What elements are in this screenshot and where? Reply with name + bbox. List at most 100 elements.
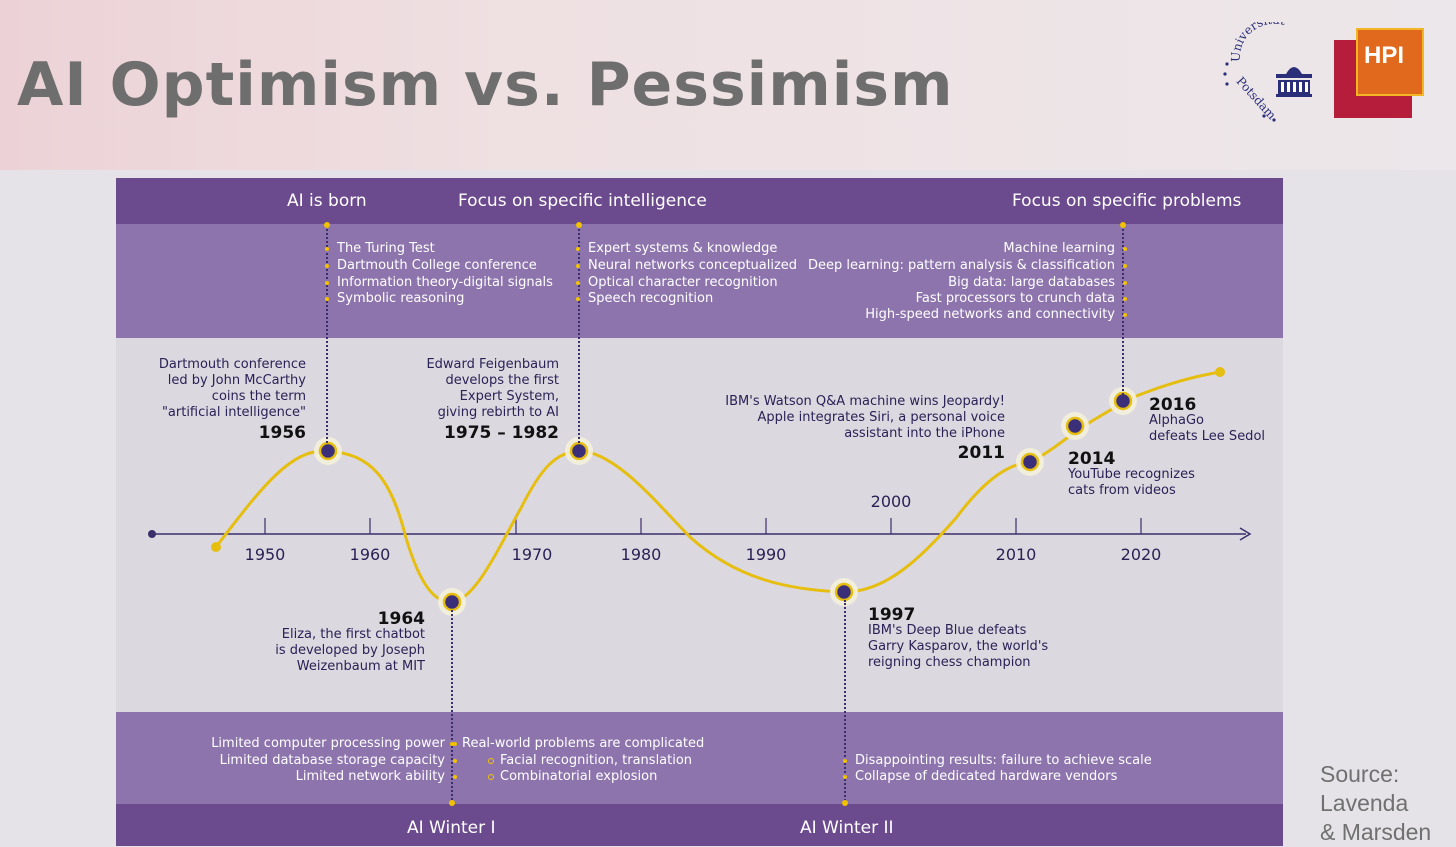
slide-title: AI Optimism vs. Pessimism — [17, 50, 954, 120]
milestone-text: led by John McCarthy — [167, 373, 306, 388]
list-item: The Turing Test — [325, 241, 435, 257]
milestone-text: reigning chess champion — [868, 655, 1031, 670]
list-item: Machine learning — [1003, 241, 1127, 257]
hpi-logo: HPI — [1334, 28, 1426, 120]
milestone-text: cats from videos — [1068, 483, 1176, 498]
list-item: Collapse of dedicated hardware vendors — [843, 769, 1117, 785]
connector-dot — [449, 800, 455, 806]
list-item: Fast processors to crunch data — [916, 291, 1128, 307]
milestone-text: IBM's Deep Blue defeats — [868, 623, 1027, 638]
milestone-1975: Edward Feigenbaum develops the first Exp… — [426, 357, 559, 443]
list-item: Expert systems & knowledge — [576, 241, 777, 257]
list-item: Big data: large databases — [948, 275, 1127, 291]
milestone-text: Edward Feigenbaum — [426, 357, 559, 372]
connector-1964 — [451, 610, 453, 804]
milestone-1964: 1964 Eliza, the first chatbot is develop… — [275, 611, 425, 675]
milestone-text: coins the term — [211, 389, 306, 404]
axis-tick-label: 1970 — [512, 545, 553, 564]
list-item: Deep learning: pattern analysis & classi… — [808, 258, 1127, 274]
milestone-text: YouTube recognizes — [1068, 467, 1195, 482]
milestone-1956: Dartmouth conference led by John McCarth… — [158, 357, 306, 443]
axis-tick-label: 1990 — [746, 545, 787, 564]
milestone-text: Apple integrates Siri, a personal voice — [757, 410, 1005, 425]
milestone-text: "artificial intelligence" — [161, 405, 306, 420]
connector-1956 — [326, 226, 328, 451]
milestone-dot — [318, 441, 338, 461]
list-item: Optical character recognition — [576, 275, 778, 291]
connector-dot — [1120, 222, 1126, 228]
connector-dot — [324, 222, 330, 228]
header-specific-intelligence: Focus on specific intelligence — [458, 191, 707, 211]
list-item: Dartmouth College conference — [325, 258, 537, 274]
curve-end-dot — [1215, 367, 1225, 377]
list-item: Real-world problems are complicated — [450, 736, 704, 752]
axis-start-dot — [148, 530, 156, 538]
axis-tick-label: 2000 — [871, 492, 912, 511]
milestone-dot — [1020, 452, 1040, 472]
milestone-text: assistant into the iPhone — [844, 426, 1005, 441]
milestone-dot — [1065, 416, 1085, 436]
svg-text:Potsdam: Potsdam — [1234, 74, 1280, 122]
list-item: Information theory-digital signals — [325, 275, 553, 291]
list-item: Facial recognition, translation — [488, 753, 692, 769]
list-item: Neural networks conceptualized — [576, 258, 797, 274]
connector-dot — [842, 800, 848, 806]
source-line: Source: — [1320, 761, 1400, 787]
optimism-curve — [214, 370, 1221, 604]
milestone-text: Expert System, — [459, 389, 559, 404]
svg-text:Universität: Universität — [1229, 22, 1287, 62]
list-item: Limited network ability — [296, 769, 458, 785]
connector-1997 — [844, 600, 846, 804]
axis-tick-label: 1980 — [621, 545, 662, 564]
list-item: Disappointing results: failure to achiev… — [843, 753, 1152, 769]
top-title-band — [116, 178, 1283, 224]
milestone-text: defeats Lee Sedol — [1149, 429, 1266, 444]
milestone-year: 1975 – 1982 — [444, 423, 559, 443]
source-citation: Source: Lavenda & Marsden — [1320, 760, 1431, 847]
milestone-text: develops the first — [445, 373, 559, 388]
milestone-2016: 2016 AlphaGo defeats Lee Sedol — [1149, 397, 1265, 445]
source-line: & Marsden — [1320, 819, 1432, 845]
milestone-text: Weizenbaum at MIT — [296, 659, 425, 674]
axis-arrow — [1239, 527, 1252, 541]
milestone-dot — [442, 592, 462, 612]
slide-header: AI Optimism vs. Pessimism Universität Po… — [0, 0, 1456, 170]
milestone-text: Eliza, the first chatbot — [281, 627, 425, 642]
milestone-text: Dartmouth conference — [158, 357, 306, 372]
axis-tick-label: 2020 — [1121, 545, 1162, 564]
list-item: Combinatorial explosion — [488, 769, 657, 785]
milestone-text: AlphaGo — [1149, 413, 1204, 428]
milestone-text: giving rebirth to AI — [437, 405, 559, 420]
header-ai-winter-1: AI Winter I — [407, 818, 496, 838]
header-specific-problems: Focus on specific problems — [1012, 191, 1242, 211]
milestone-year: 2016 — [1149, 395, 1197, 415]
axis-tick-label: 2010 — [996, 545, 1037, 564]
connector-1975 — [578, 226, 580, 451]
list-item: High-speed networks and connectivity — [865, 307, 1127, 323]
header-ai-born: AI is born — [287, 191, 367, 211]
milestone-text: is developed by Joseph — [275, 643, 425, 658]
list-item: Speech recognition — [576, 291, 713, 307]
milestone-2011: IBM's Watson Q&A machine wins Jeopardy! … — [725, 394, 1005, 462]
top-list-band — [116, 224, 1283, 338]
milestone-1997: 1997 IBM's Deep Blue defeats Garry Kaspa… — [868, 607, 1048, 671]
milestone-dot — [834, 582, 854, 602]
timeline-chart: 1950 1960 1970 1980 1990 2000 2010 2020 — [148, 367, 1252, 616]
university-potsdam-logo: Universität Potsdam — [1223, 22, 1312, 123]
header-ai-winter-2: AI Winter II — [800, 818, 894, 838]
connector-dot — [576, 222, 582, 228]
hpi-logo-text: HPI — [1364, 42, 1405, 69]
ai-timeline-diagram: 1950 1960 1970 1980 1990 2000 2010 2020 AI is b… — [116, 178, 1283, 846]
bottom-title-band — [116, 804, 1283, 846]
milestone-text: IBM's Watson Q&A machine wins Jeopardy! — [725, 394, 1005, 409]
milestone-year: 1964 — [377, 609, 425, 629]
axis-tick-label: 1950 — [245, 545, 286, 564]
list-item: Symbolic reasoning — [325, 291, 464, 307]
curve-start-dot — [211, 542, 221, 552]
bottom-list-band — [116, 712, 1283, 804]
milestone-year: 2014 — [1068, 449, 1116, 469]
axis-tick-label: 1960 — [350, 545, 391, 564]
milestone-year: 1997 — [868, 605, 916, 625]
list-item: Limited computer processing power — [211, 736, 457, 752]
milestone-year: 1956 — [258, 423, 306, 443]
